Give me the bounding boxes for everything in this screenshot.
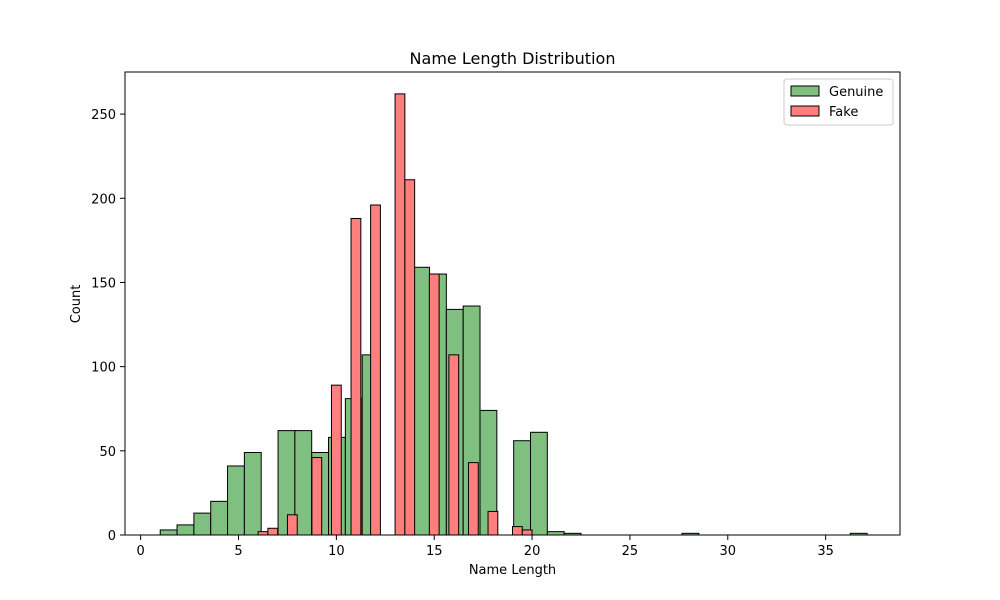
- genuine-bar-19: [530, 431, 548, 536]
- x-axis-ticks: 0 5 10 15 20 25 30 35: [137, 535, 834, 559]
- fake-bar-1: [267, 527, 279, 536]
- x-tick-label-25: 25: [622, 544, 639, 559]
- fake-bar-12: [487, 510, 499, 536]
- y-tick-label-100: 100: [91, 361, 116, 376]
- y-tick-label-150: 150: [91, 276, 116, 291]
- genuine-bar-3: [210, 500, 229, 536]
- genuine-bar-13: [412, 266, 431, 536]
- fake-bar-10: [448, 354, 460, 536]
- legend-swatch-fake: [790, 105, 820, 117]
- chart-title: Name Length Distribution: [410, 49, 616, 68]
- fake-bar-9: [428, 273, 440, 536]
- x-tick-label-20: 20: [524, 544, 541, 559]
- genuine-bar-18: [513, 440, 532, 536]
- x-tick-label-15: 15: [426, 544, 443, 559]
- genuine-bar-4: [227, 465, 245, 536]
- fake-bar-0: [257, 531, 269, 536]
- y-tick-label-200: 200: [91, 192, 116, 207]
- y-tick-label-250: 250: [91, 108, 116, 123]
- fake-bar-8: [404, 179, 416, 536]
- genuine-bar-1: [176, 524, 195, 536]
- fake-bar-3: [311, 457, 323, 536]
- legend-label-fake: Fake: [829, 105, 858, 120]
- genuine-bar-20: [546, 531, 565, 536]
- fake-bar-11: [467, 462, 479, 536]
- plot-frame: [124, 71, 901, 536]
- x-axis-label: Name Length: [469, 563, 556, 578]
- fake-bar-2: [286, 514, 298, 536]
- y-tick-label-0: 0: [108, 529, 116, 544]
- fake-bar-14: [521, 529, 533, 536]
- genuine-bar-0: [159, 529, 178, 536]
- x-tick-label-35: 35: [817, 544, 834, 559]
- x-tick-label-30: 30: [720, 544, 737, 559]
- fake-bar-7: [394, 93, 406, 536]
- legend-swatch-genuine: [790, 85, 820, 97]
- legend-label-genuine: Genuine: [829, 85, 883, 100]
- y-axis-label: Count: [69, 285, 84, 324]
- genuine-bar-5: [243, 452, 262, 536]
- fake-bar-13: [512, 526, 523, 536]
- fake-bar-4: [330, 384, 342, 536]
- y-axis-ticks: 0 50 100 150 200 250: [91, 108, 125, 544]
- fake-bar-5: [350, 217, 362, 536]
- fake-bar-6: [370, 204, 381, 536]
- genuine-bar-2: [193, 512, 212, 536]
- x-tick-label-0: 0: [137, 544, 145, 559]
- x-tick-label-5: 5: [234, 544, 242, 559]
- x-tick-label-10: 10: [328, 544, 345, 559]
- y-tick-label-50: 50: [99, 445, 116, 460]
- legend: Genuine Fake: [783, 78, 894, 126]
